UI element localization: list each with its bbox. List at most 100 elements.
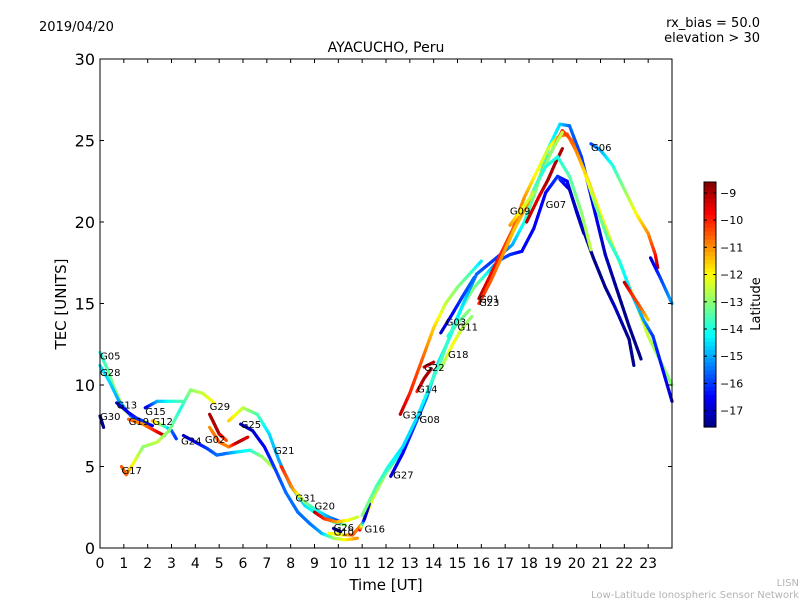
colorbar-band <box>704 402 716 408</box>
x-tick-label: 9 <box>310 556 319 572</box>
colorbar-band <box>704 198 716 204</box>
colorbar-band <box>704 280 716 285</box>
y-axis-ticks: 0 5 10 15 20 25 30 <box>75 50 672 558</box>
colorbar-tick-label: −15 <box>720 350 743 363</box>
colorbar-band <box>704 382 716 387</box>
track-segment <box>477 259 483 265</box>
track-segment <box>559 147 564 153</box>
y-tick-label: 0 <box>85 539 95 558</box>
track-segment <box>223 437 228 443</box>
track-segment <box>559 130 564 137</box>
x-tick-label: 10 <box>329 556 347 572</box>
colorbar-band <box>704 365 716 371</box>
track-G08b <box>622 280 650 322</box>
colorbar-band <box>704 418 716 424</box>
track-G31 <box>279 464 343 524</box>
satellite-label: G29 <box>210 402 230 413</box>
satellite-label: G10 <box>334 528 354 539</box>
track-segment <box>244 435 250 440</box>
satellite-label: G14 <box>417 384 437 395</box>
colorbar-band <box>704 190 716 195</box>
satellite-label: G16 <box>365 524 385 535</box>
colorbar-band <box>704 349 716 355</box>
track-G06 <box>589 142 660 270</box>
track-segment <box>430 360 436 365</box>
satellite-label: G02 <box>205 435 225 446</box>
x-axis-label: Time [UT] <box>348 576 422 594</box>
colorbar-band <box>704 292 716 297</box>
colorbar-label: Latitude <box>749 277 764 331</box>
track-segment <box>468 314 474 321</box>
track-G16 <box>358 502 371 532</box>
colorbar-band <box>704 373 716 379</box>
colorbar-band <box>704 316 716 322</box>
satellite-label: G25 <box>241 420 261 431</box>
track-G04 <box>648 256 674 306</box>
colorbar-band <box>704 231 716 236</box>
track-segment <box>148 423 155 428</box>
satellite-label: G31 <box>295 493 315 504</box>
colorbar-band <box>704 186 716 191</box>
colorbar-band <box>704 369 716 375</box>
colorbar-tick-label: −16 <box>720 377 743 390</box>
colorbar-band <box>704 308 716 314</box>
satellite-label: G09 <box>510 207 530 218</box>
track-G02 <box>208 425 250 449</box>
colorbar-band <box>704 202 716 208</box>
colorbar-band <box>704 337 716 342</box>
date-label: 2019/04/20 <box>39 20 114 35</box>
satellite-label: G18 <box>448 350 468 361</box>
colorbar-band <box>704 390 716 395</box>
satellite-label: G11 <box>458 322 478 333</box>
track-segment <box>470 275 476 283</box>
track-segment <box>354 515 359 520</box>
colorbar-band <box>704 329 716 334</box>
x-tick-label: 6 <box>239 556 248 572</box>
y-tick-label: 30 <box>75 50 95 69</box>
colorbar-band <box>704 312 716 318</box>
colorbar-band <box>704 194 716 199</box>
x-tick-label: 20 <box>568 556 586 572</box>
track-G26 <box>331 526 343 534</box>
colorbar-band <box>704 333 716 338</box>
colorbar-band <box>704 226 716 232</box>
colorbar-band <box>704 345 716 351</box>
colorbar-band <box>704 394 716 400</box>
colorbar-tick-label: −12 <box>720 269 743 282</box>
y-tick-label: 15 <box>75 295 95 314</box>
colorbar-band <box>704 259 716 265</box>
x-tick-label: 3 <box>167 556 176 572</box>
y-tick-label: 10 <box>75 376 95 395</box>
colorbar-band <box>704 271 716 277</box>
elevation-label: elevation > 30 <box>664 31 760 46</box>
colorbar-band <box>704 243 716 248</box>
x-tick-label: 15 <box>449 556 467 572</box>
colorbar-band <box>704 247 716 253</box>
x-tick-label: 16 <box>472 556 490 572</box>
track-G23 <box>477 129 674 403</box>
colorbar-band <box>704 414 716 420</box>
satellite-label: G13 <box>117 401 137 412</box>
satellite-label: G30 <box>100 412 120 423</box>
colorbar-tick-label: −11 <box>720 241 743 254</box>
track-G03 <box>439 275 476 335</box>
track-G01 <box>477 132 674 387</box>
colorbar-tick-label: −13 <box>720 296 743 309</box>
track-G32 <box>398 259 483 416</box>
colorbar-band <box>704 296 716 302</box>
colorbar-band <box>704 235 716 240</box>
x-tick-label: 21 <box>592 556 610 572</box>
track-G27 <box>389 174 586 478</box>
colorbar-band <box>704 410 716 416</box>
colorbar-band <box>704 263 716 269</box>
track-segment <box>637 351 643 361</box>
satellite-label: G06 <box>591 143 611 154</box>
track-segment <box>337 529 343 534</box>
colorbar-band <box>704 341 716 346</box>
x-tick-label: 22 <box>615 556 633 572</box>
colorbar-band <box>704 406 716 412</box>
colorbar-band <box>704 222 716 228</box>
colorbar-band <box>704 275 716 281</box>
colorbar-gradient <box>704 182 716 428</box>
track-G18 <box>439 314 474 371</box>
